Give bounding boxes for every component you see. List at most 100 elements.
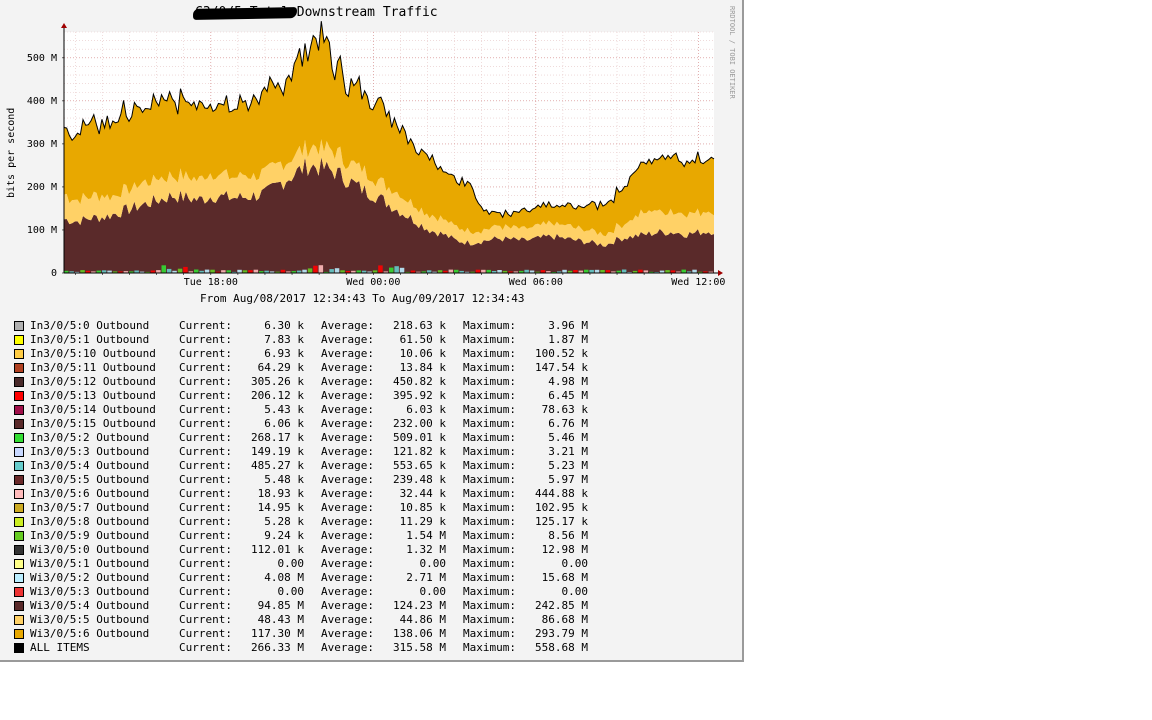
legend-maximum-label: Maximum: (463, 333, 516, 346)
noise-bar (237, 269, 242, 273)
noise-bar (502, 270, 508, 273)
legend-swatch (14, 433, 24, 443)
legend-swatch (14, 349, 24, 359)
legend-maximum-value: 0.00 (561, 557, 589, 570)
noise-bar (519, 270, 524, 273)
noise-bar (242, 270, 248, 273)
legend-series-name: In3/0/5:2 Outbound (30, 431, 150, 444)
legend-current-label: Current: (179, 585, 232, 598)
legend-current-label: Current: (179, 557, 232, 570)
legend-average-value: 10.85 k (399, 501, 446, 514)
noise-bar (459, 270, 464, 273)
noise-bar (129, 271, 134, 273)
noise-bar (421, 271, 426, 273)
noise-bar (670, 270, 676, 273)
noise-bar (161, 265, 166, 273)
legend-average-label: Average: (321, 431, 374, 444)
noise-bar (529, 270, 535, 273)
legend-maximum-label: Maximum: (463, 389, 516, 402)
noise-bar (101, 270, 107, 273)
legend-current-value: 485.27 k (251, 459, 304, 472)
legend-average-label: Average: (321, 333, 374, 346)
legend-swatch (14, 475, 24, 485)
legend-current-value: 5.43 k (264, 403, 304, 416)
legend-average-label: Average: (321, 445, 374, 458)
legend-swatch (14, 461, 24, 471)
legend-maximum-value: 444.88 k (535, 487, 588, 500)
noise-bar (302, 269, 307, 273)
legend-swatch (14, 545, 24, 555)
noise-bar (91, 271, 96, 273)
noise-bar (578, 270, 584, 273)
legend-maximum-value: 5.46 M (548, 431, 588, 444)
legend-average-label: Average: (321, 543, 374, 556)
noise-bar (497, 270, 502, 273)
legend-maximum-label: Maximum: (463, 459, 516, 472)
legend-series-name: Wi3/0/5:1 Outbound (30, 557, 150, 570)
legend-current-value: 5.28 k (264, 515, 304, 528)
noise-bar (231, 271, 237, 273)
noise-bar (454, 269, 459, 273)
noise-bar (676, 271, 681, 273)
legend-current-value: 4.08 M (264, 571, 304, 584)
legend-maximum-label: Maximum: (463, 641, 516, 654)
noise-bar (659, 270, 665, 273)
legend-current-value: 266.33 M (251, 641, 304, 654)
legend-maximum-label: Maximum: (463, 361, 516, 374)
legend-current-label: Current: (179, 599, 232, 612)
legend-maximum-value: 6.76 M (548, 417, 588, 430)
legend-maximum-value: 1.87 M (548, 333, 588, 346)
noise-bar (649, 271, 654, 273)
legend-average-value: 44.86 M (399, 613, 446, 626)
legend-average-label: Average: (321, 515, 374, 528)
legend-average-value: 138.06 M (393, 627, 446, 640)
watermark-text: RRDTOOL / TOBI OETIKER (728, 6, 736, 100)
noise-bar (632, 270, 638, 273)
noise-bar (183, 266, 188, 273)
legend-current-value: 18.93 k (257, 487, 304, 500)
legend-average-value: 11.29 k (399, 515, 446, 528)
legend-series-name: In3/0/5:12 Outbound (30, 375, 156, 388)
legend-maximum-label: Maximum: (463, 585, 516, 598)
legend-average-value: 0.00 (419, 557, 447, 570)
legend-series-name: In3/0/5:5 Outbound (30, 473, 150, 486)
x-tick-label: Wed 00:00 (346, 277, 400, 288)
legend-maximum-value: 125.17 k (535, 515, 588, 528)
noise-bar (318, 265, 324, 273)
noise-bar (535, 271, 540, 273)
noise-bar (378, 265, 383, 273)
noise-bar (264, 270, 269, 273)
legend-current-label: Current: (179, 529, 232, 542)
y-tick-label: 0 (51, 268, 57, 279)
legend-maximum-label: Maximum: (463, 627, 516, 640)
noise-bar (69, 271, 74, 273)
legend-maximum-value: 5.97 M (548, 473, 588, 486)
legend-average-value: 509.01 k (393, 431, 446, 444)
legend-current-value: 112.01 k (251, 543, 304, 556)
noise-bar (697, 271, 703, 273)
legend-current-label: Current: (179, 417, 232, 430)
legend-series-name: In3/0/5:6 Outbound (30, 487, 150, 500)
noise-bar (508, 271, 513, 273)
noise-bar (296, 270, 302, 273)
legend-current-value: 6.06 k (264, 417, 304, 430)
legend-average-label: Average: (321, 487, 374, 500)
legend-current-value: 149.19 k (251, 445, 304, 458)
legend-maximum-value: 3.21 M (548, 445, 588, 458)
small-series-noise (64, 265, 714, 273)
legend-maximum-value: 242.85 M (535, 599, 588, 612)
noise-bar (166, 268, 172, 273)
legend-average-value: 232.00 k (393, 417, 446, 430)
legend-average-value: 124.23 M (393, 599, 446, 612)
legend-maximum-label: Maximum: (463, 375, 516, 388)
legend-average-value: 239.48 k (393, 473, 446, 486)
noise-bar (638, 269, 643, 273)
noise-bar (399, 267, 405, 273)
legend-current-label: Current: (179, 333, 232, 346)
y-tick-label: 300 M (27, 139, 57, 150)
axes (61, 23, 723, 276)
noise-bar (123, 271, 129, 273)
noise-bar (107, 270, 112, 273)
rrdtool-watermark: RRDTOOL / TOBI OETIKER (728, 6, 736, 100)
noise-bar (204, 269, 210, 273)
